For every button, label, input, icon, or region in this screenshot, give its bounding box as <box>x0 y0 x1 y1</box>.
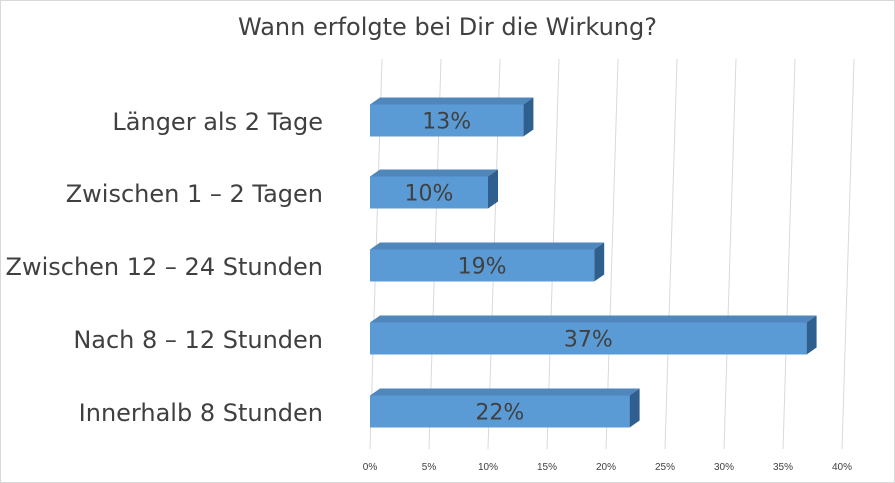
chart-title: Wann erfolgte bei Dir die Wirkung? <box>238 13 657 41</box>
bar: 37% <box>370 315 817 355</box>
data-label: 37% <box>564 328 613 353</box>
bar: 22% <box>370 388 640 428</box>
category-label: Zwischen 12 – 24 Stunden <box>5 252 324 281</box>
bar-side-face <box>594 242 605 282</box>
gridline <box>723 58 737 450</box>
bar-side-face <box>806 315 817 355</box>
bar-front-face <box>370 249 595 282</box>
bar: 10% <box>370 169 498 209</box>
x-tick-label: 5% <box>422 462 437 473</box>
category-label: Nach 8 – 12 Stunden <box>73 325 323 354</box>
category-label: Zwischen 1 – 2 Tagen <box>65 179 323 208</box>
bar-front-face <box>370 395 630 428</box>
bar-top-face <box>370 169 498 177</box>
bar-side-face <box>523 97 534 137</box>
x-tick-label: 25% <box>655 462 675 473</box>
bar-side-face <box>629 388 640 428</box>
x-tick-label: 0% <box>363 462 378 473</box>
category-label: Innerhalb 8 Stunden <box>78 398 323 427</box>
gridline <box>841 58 855 450</box>
data-label: 10% <box>405 182 454 207</box>
x-tick-label: 15% <box>537 462 557 473</box>
x-tick-label: 35% <box>773 462 793 473</box>
data-label: 19% <box>458 255 507 280</box>
gridline <box>664 58 678 450</box>
bar: 13% <box>370 97 534 137</box>
gridline <box>782 58 796 450</box>
bar-top-face <box>370 242 605 250</box>
bar-side-face <box>488 169 498 209</box>
bar: 19% <box>370 242 605 282</box>
x-axis: 0% 5% 10% 15% 20% 25% 30% 35% 40% <box>363 462 852 473</box>
x-tick-label: 30% <box>714 462 734 473</box>
bar-top-face <box>370 97 534 105</box>
category-label: Länger als 2 Tage <box>112 107 323 136</box>
data-label: 22% <box>475 401 524 426</box>
x-tick-label: 40% <box>832 462 852 473</box>
bar-top-face <box>370 388 640 396</box>
data-label: 13% <box>422 110 471 135</box>
bar-front-face <box>370 322 807 355</box>
bar-front-face <box>370 104 524 137</box>
x-tick-label: 20% <box>596 462 616 473</box>
gridline <box>605 58 619 450</box>
x-tick-label: 10% <box>478 462 498 473</box>
bars: 13% 10% 19% 37% 22% <box>370 97 817 428</box>
bar-front-face <box>370 176 488 209</box>
bar-top-face <box>370 315 817 323</box>
